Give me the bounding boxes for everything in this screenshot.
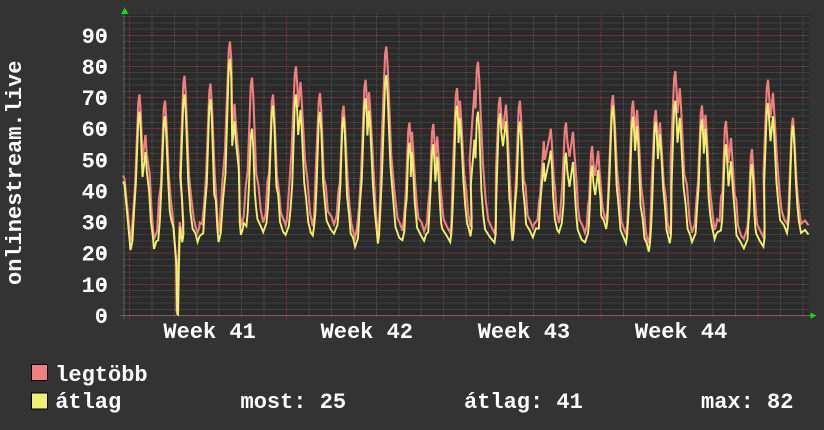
svg-text:átlag: átlag xyxy=(55,390,121,415)
svg-text:Week 44: Week 44 xyxy=(635,320,727,345)
svg-text:40: 40 xyxy=(82,181,108,206)
svg-text:20: 20 xyxy=(82,243,108,268)
svg-text:10: 10 xyxy=(82,274,108,299)
svg-text:Week 43: Week 43 xyxy=(478,320,570,345)
svg-text:átlag: 41: átlag: 41 xyxy=(464,390,583,415)
svg-text:80: 80 xyxy=(82,56,108,81)
svg-text:legtöbb: legtöbb xyxy=(55,363,147,388)
svg-text:most: 25: most: 25 xyxy=(241,390,347,415)
svg-text:max: 82: max: 82 xyxy=(701,390,793,415)
svg-text:30: 30 xyxy=(82,212,108,237)
svg-text:onlinestream.live: onlinestream.live xyxy=(3,61,28,285)
svg-text:0: 0 xyxy=(95,305,108,330)
svg-text:90: 90 xyxy=(82,25,108,50)
svg-text:Week 42: Week 42 xyxy=(321,320,413,345)
svg-text:60: 60 xyxy=(82,118,108,143)
svg-text:Week 41: Week 41 xyxy=(163,320,255,345)
svg-text:50: 50 xyxy=(82,149,108,174)
svg-text:70: 70 xyxy=(82,87,108,112)
